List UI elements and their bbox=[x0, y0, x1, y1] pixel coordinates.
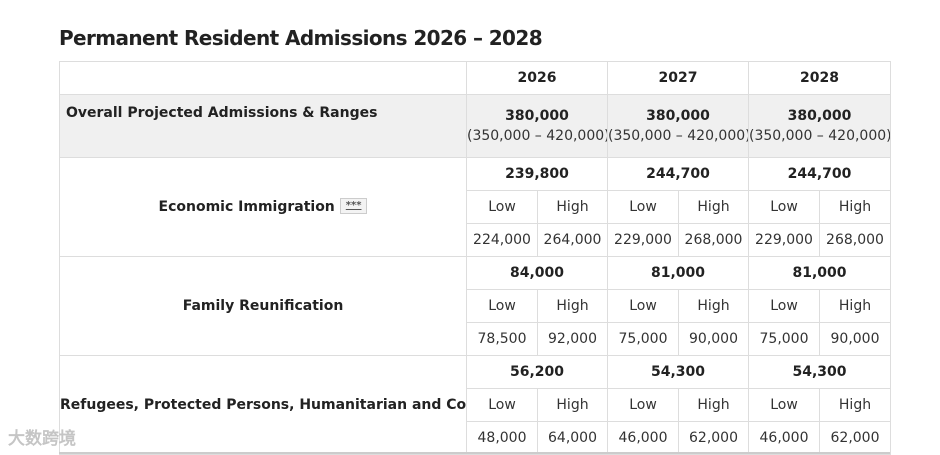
high-label: High bbox=[537, 388, 608, 422]
high-value: 90,000 bbox=[819, 322, 891, 356]
overall-cell: 380,000 (350,000 – 420,000) bbox=[748, 94, 891, 158]
high-label: High bbox=[537, 289, 608, 323]
overall-cell: 380,000 (350,000 – 420,000) bbox=[607, 94, 749, 158]
category-label-cell: Economic Immigration *** bbox=[59, 157, 467, 257]
low-value: 78,500 bbox=[466, 322, 538, 356]
overall-total: 380,000 bbox=[646, 108, 710, 124]
low-high-values-row: 224,000 264,000 229,000 268,000 229,000 … bbox=[60, 223, 891, 257]
category-total-row: Refugees, Protected Persons, Humanitaria… bbox=[59, 355, 891, 455]
admissions-table: 2026 2027 2028 Overall Projected Admissi… bbox=[59, 61, 891, 455]
overall-row: Overall Projected Admissions & Ranges 38… bbox=[59, 94, 891, 158]
high-value: 264,000 bbox=[537, 223, 608, 257]
low-label: Low bbox=[748, 289, 820, 323]
high-label: High bbox=[678, 388, 749, 422]
overall-total: 380,000 bbox=[505, 108, 569, 124]
low-value: 48,000 bbox=[466, 421, 538, 455]
high-value: 268,000 bbox=[819, 223, 891, 257]
low-label: Low bbox=[748, 190, 820, 224]
low-value: 75,000 bbox=[607, 322, 679, 356]
category-total: 81,000 bbox=[607, 256, 749, 290]
low-value: 46,000 bbox=[607, 421, 679, 455]
high-label: High bbox=[678, 289, 749, 323]
low-value: 46,000 bbox=[748, 421, 820, 455]
category-total: 54,300 bbox=[748, 355, 891, 389]
overall-cell: 380,000 (350,000 – 420,000) bbox=[466, 94, 608, 158]
watermark-logo: 大数跨境 bbox=[8, 424, 76, 449]
category-total-row: Family Reunification 84,000 81,000 81,00… bbox=[59, 256, 891, 356]
low-value: 75,000 bbox=[748, 322, 820, 356]
low-label: Low bbox=[607, 190, 679, 224]
low-value: 224,000 bbox=[466, 223, 538, 257]
high-label: High bbox=[819, 388, 891, 422]
category-label: Family Reunification bbox=[182, 298, 344, 314]
low-label: Low bbox=[607, 289, 679, 323]
category-total: 239,800 bbox=[466, 157, 608, 191]
low-label: Low bbox=[466, 388, 538, 422]
high-value: 92,000 bbox=[537, 322, 608, 356]
high-value: 268,000 bbox=[678, 223, 749, 257]
high-value: 64,000 bbox=[537, 421, 608, 455]
category-total: 54,300 bbox=[607, 355, 749, 389]
high-label: High bbox=[537, 190, 608, 224]
category-total-row: Economic Immigration *** 239,800 244,700 … bbox=[59, 157, 891, 257]
low-label: Low bbox=[607, 388, 679, 422]
low-high-header-row: Low High Low High Low High bbox=[60, 289, 891, 323]
high-value: 62,000 bbox=[678, 421, 749, 455]
footnote-link[interactable]: *** bbox=[339, 198, 368, 214]
low-value: 229,000 bbox=[607, 223, 679, 257]
watermark-text: 大数跨境 bbox=[8, 429, 76, 449]
high-value: 62,000 bbox=[819, 421, 891, 455]
year-header: 2027 bbox=[607, 61, 749, 95]
category-total: 84,000 bbox=[466, 256, 608, 290]
category-total: 244,700 bbox=[748, 157, 891, 191]
high-label: High bbox=[819, 289, 891, 323]
year-header-row: 2026 2027 2028 bbox=[59, 61, 891, 95]
overall-label: Overall Projected Admissions & Ranges bbox=[59, 94, 467, 158]
low-label: Low bbox=[466, 289, 538, 323]
year-header: 2028 bbox=[748, 61, 891, 95]
category-label: Refugees, Protected Persons, Humanitaria… bbox=[60, 397, 467, 413]
category-total: 81,000 bbox=[748, 256, 891, 290]
low-high-header-row: Low High Low High Low High bbox=[60, 190, 891, 224]
category-label-cell: Refugees, Protected Persons, Humanitaria… bbox=[59, 355, 467, 455]
high-label: High bbox=[678, 190, 749, 224]
overall-range: (350,000 – 420,000) bbox=[608, 128, 749, 144]
category-label-cell: Family Reunification bbox=[59, 256, 467, 356]
high-value: 90,000 bbox=[678, 322, 749, 356]
low-high-header-row: Low High Low High Low High bbox=[60, 388, 891, 422]
overall-range: (350,000 – 420,000) bbox=[467, 128, 608, 144]
low-label: Low bbox=[466, 190, 538, 224]
low-value: 229,000 bbox=[748, 223, 820, 257]
category-label: Economic Immigration bbox=[158, 199, 335, 215]
low-label: Low bbox=[748, 388, 820, 422]
overall-total: 380,000 bbox=[787, 108, 852, 124]
low-high-values-row: 78,500 92,000 75,000 90,000 75,000 90,00… bbox=[60, 322, 891, 356]
corner-cell bbox=[59, 61, 467, 95]
category-total: 56,200 bbox=[466, 355, 608, 389]
overall-range: (350,000 – 420,000) bbox=[749, 128, 891, 144]
high-label: High bbox=[819, 190, 891, 224]
year-header: 2026 bbox=[466, 61, 608, 95]
category-total: 244,700 bbox=[607, 157, 749, 191]
table-bottom-border bbox=[59, 452, 890, 454]
page-title: Permanent Resident Admissions 2026 – 202… bbox=[59, 26, 543, 50]
